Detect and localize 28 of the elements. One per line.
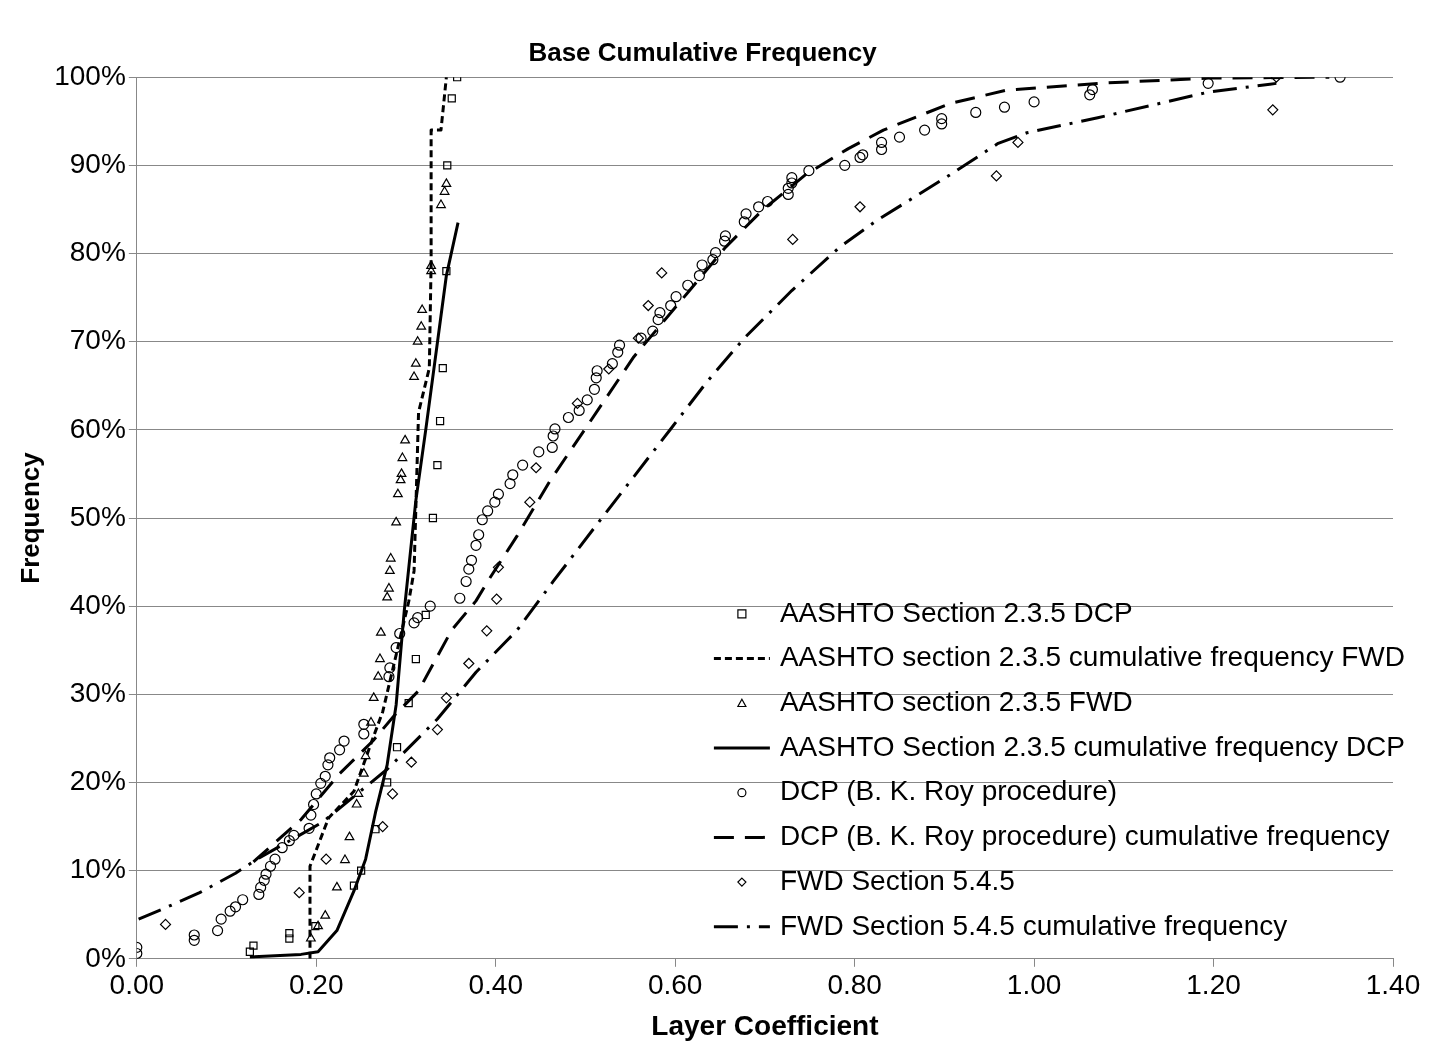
legend-label: AASHTO section 2.3.5 cumulative frequency FWD [779,641,1405,673]
y-tick-label: 10% [69,853,126,885]
y-tick-label: 20% [69,765,126,797]
y-tick-label: 40% [69,588,126,620]
y-tick-label: 70% [69,324,126,356]
legend-label: AASHTO Section 2.3.5 cumulative frequency DCP [779,730,1405,762]
y-tick-label: 80% [69,236,126,268]
x-tick-label: 1.40 [1365,969,1421,1001]
legend-label: DCP (B. K. Roy procedure) [779,775,1118,807]
y-tick-label: 50% [69,500,126,532]
legend-label: FWD Section 5.4.5 [779,864,1015,896]
x-tick-label: 1.20 [1186,969,1241,1001]
chart-title: Base Cumulative Frequency [528,36,878,67]
x-tick-label: 0.60 [647,969,703,1001]
y-tick-label: 100% [54,59,126,91]
y-tick-label: 60% [69,412,126,444]
x-axis-title: Layer Coefficient [651,1009,879,1041]
legend-label: AASHTO Section 2.3.5 DCP [779,596,1133,628]
y-tick-label: 30% [69,677,126,709]
x-tick-label: 0.20 [289,969,344,1001]
x-tick-label: 1.00 [1006,969,1062,1001]
y-axis-title: Frequency [14,451,45,584]
y-tick-label: 90% [69,148,126,180]
x-tick-label: 0.40 [468,969,523,1001]
legend-label: AASHTO section 2.3.5 FWD [779,686,1133,718]
legend-label: FWD Section 5.4.5 cumulative frequency [779,909,1288,941]
legend-label: DCP (B. K. Roy procedure) cumulative frequency [779,820,1390,852]
x-tick-label: 0.80 [827,969,882,1001]
